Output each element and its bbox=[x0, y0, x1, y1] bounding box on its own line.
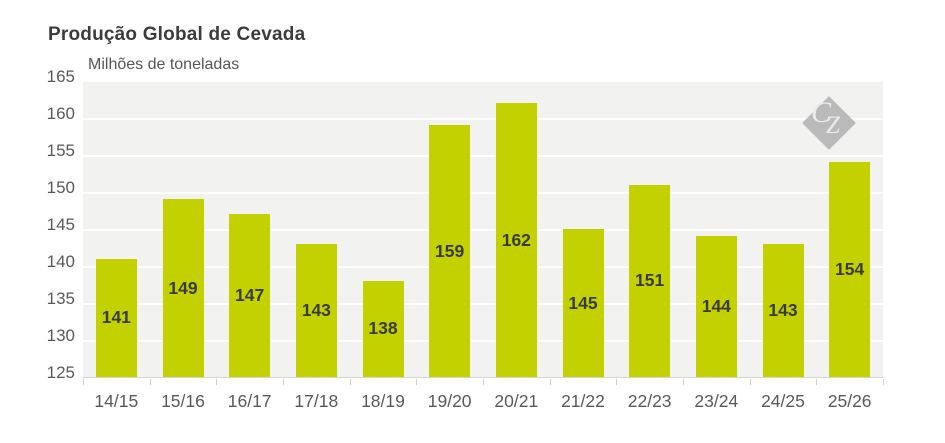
x-axis-tick bbox=[349, 379, 351, 385]
bar-value-label: 149 bbox=[168, 277, 198, 298]
watermark-letter-c: C bbox=[811, 96, 832, 129]
y-axis-label-140: 140 bbox=[46, 252, 75, 271]
x-axis-label-20/21: 20/21 bbox=[494, 391, 539, 411]
x-axis-tick bbox=[683, 379, 684, 385]
x-axis-tick bbox=[283, 379, 284, 385]
y-axis-label-155: 155 bbox=[46, 141, 75, 160]
bar-value-label: 159 bbox=[435, 240, 465, 261]
x-axis-label-17/18: 17/18 bbox=[294, 391, 339, 411]
bar-15/16: 149 bbox=[162, 199, 204, 377]
bar-20/21: 162 bbox=[495, 103, 537, 377]
plot-area: 141 149 147 143 138 159 162 145 151 144 143 154 bbox=[83, 82, 883, 378]
x-axis-label-15/16: 15/16 bbox=[161, 391, 205, 411]
x-axis-tick bbox=[549, 379, 551, 385]
chart-subtitle: Milhões de toneladas bbox=[88, 56, 240, 73]
x-axis-tick bbox=[416, 379, 418, 385]
bar-value-label: 143 bbox=[768, 299, 798, 320]
bar-value-label: 138 bbox=[368, 318, 398, 339]
x-axis-label-18/19: 18/19 bbox=[361, 391, 405, 411]
bar-19/20: 159 bbox=[429, 125, 471, 377]
x-axis-label-14/15: 14/15 bbox=[94, 391, 139, 411]
x-axis-tick bbox=[616, 379, 618, 385]
gridline-140 bbox=[83, 266, 883, 268]
bar-22/23: 151 bbox=[629, 184, 671, 377]
y-axis-label-160: 160 bbox=[46, 104, 75, 123]
y-axis-label-130: 130 bbox=[46, 326, 75, 345]
chart-title: Produção Global de Cevada bbox=[48, 24, 306, 45]
x-axis-tick bbox=[883, 379, 884, 385]
gridline-135 bbox=[83, 303, 883, 305]
x-axis-tick bbox=[816, 379, 818, 385]
y-axis: 125 130 135 140 145 150 155 160 165 bbox=[0, 0, 75, 443]
bar-value-label: 143 bbox=[301, 299, 331, 320]
bar-24/25: 143 bbox=[762, 243, 804, 377]
gridline-145 bbox=[83, 229, 883, 231]
gridline-155 bbox=[83, 155, 883, 157]
cz-watermark: C Z bbox=[793, 87, 865, 159]
bar-value-label: 162 bbox=[501, 229, 531, 250]
x-axis-label-25/26: 25/26 bbox=[827, 391, 872, 411]
bar-14/15: 141 bbox=[95, 258, 137, 377]
x-axis-label-24/25: 24/25 bbox=[761, 391, 805, 411]
bar-value-label: 141 bbox=[101, 307, 131, 328]
bar-value-label: 154 bbox=[835, 259, 865, 280]
x-axis-label-16/17: 16/17 bbox=[227, 391, 272, 411]
x-axis-tick bbox=[216, 379, 218, 385]
bar-21/22: 145 bbox=[562, 229, 604, 377]
x-axis-label-21/22: 21/22 bbox=[561, 391, 605, 411]
bar-value-label: 147 bbox=[235, 285, 265, 306]
bar-value-label: 144 bbox=[701, 296, 731, 317]
x-axis-tick bbox=[749, 379, 751, 385]
y-axis-label-125: 125 bbox=[46, 363, 75, 382]
bar-value-label: 145 bbox=[568, 292, 598, 313]
gridline-130 bbox=[83, 340, 883, 342]
y-axis-label-145: 145 bbox=[46, 215, 75, 234]
watermark-letter-z: Z bbox=[826, 112, 840, 139]
x-axis-tick bbox=[483, 379, 484, 385]
bar-25/26: 154 bbox=[829, 162, 871, 377]
bar-18/19: 138 bbox=[362, 280, 404, 377]
y-axis-label-150: 150 bbox=[46, 178, 75, 197]
bar-16/17: 147 bbox=[229, 214, 271, 377]
bar-23/24: 144 bbox=[695, 236, 737, 377]
bar-value-label: 151 bbox=[635, 270, 665, 291]
gridline-150 bbox=[83, 192, 883, 194]
x-axis-label-19/20: 19/20 bbox=[427, 391, 472, 411]
x-axis-label-23/24: 23/24 bbox=[694, 391, 739, 411]
x-axis-tick bbox=[149, 379, 151, 385]
x-axis-label-22/23: 22/23 bbox=[627, 391, 672, 411]
y-axis-label-165: 165 bbox=[46, 67, 75, 86]
bar-17/18: 143 bbox=[295, 243, 337, 377]
y-axis-label-135: 135 bbox=[46, 289, 75, 308]
x-axis-tick bbox=[83, 379, 84, 385]
gridline-160 bbox=[83, 118, 883, 120]
